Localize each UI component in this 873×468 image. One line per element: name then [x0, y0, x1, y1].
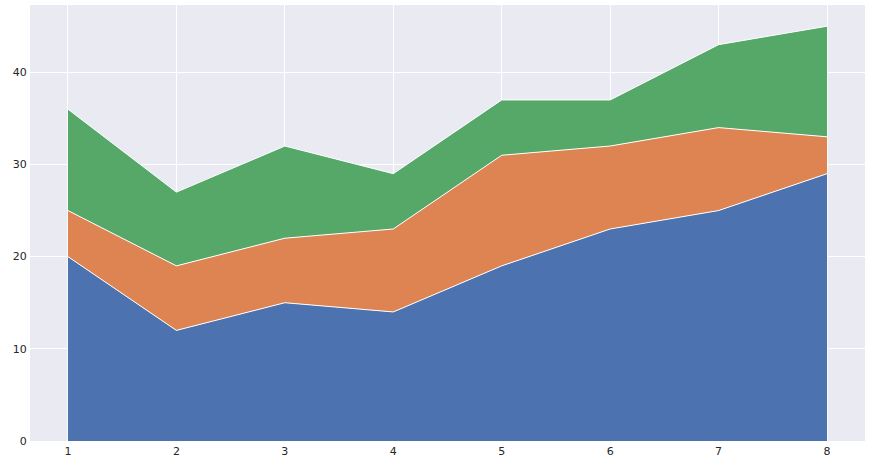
svg-text:20: 20 [13, 250, 27, 263]
svg-text:2: 2 [173, 445, 180, 458]
svg-text:1: 1 [64, 445, 71, 458]
svg-text:10: 10 [13, 343, 27, 356]
svg-text:30: 30 [13, 158, 27, 171]
svg-text:0: 0 [20, 435, 27, 448]
svg-text:40: 40 [13, 66, 27, 79]
svg-text:7: 7 [715, 445, 722, 458]
svg-text:6: 6 [607, 445, 614, 458]
svg-text:5: 5 [498, 445, 505, 458]
svg-text:8: 8 [824, 445, 831, 458]
svg-text:4: 4 [390, 445, 397, 458]
svg-text:3: 3 [281, 445, 288, 458]
